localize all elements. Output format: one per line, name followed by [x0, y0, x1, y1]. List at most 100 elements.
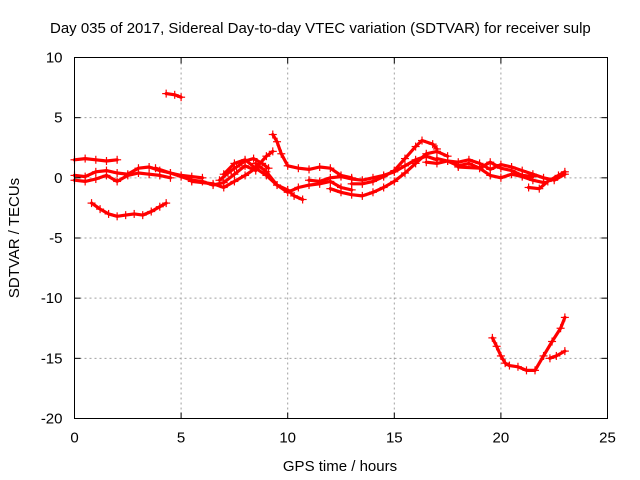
data-point	[535, 184, 544, 193]
data-point	[290, 191, 299, 200]
data-point	[91, 155, 100, 164]
series-track	[350, 138, 439, 186]
data-point	[501, 359, 510, 368]
data-point	[543, 177, 552, 186]
data-point	[428, 140, 437, 149]
data-point	[123, 171, 132, 180]
data-point	[170, 90, 179, 99]
data-point	[422, 158, 431, 167]
data-point	[251, 159, 260, 168]
axis-ticks	[74, 57, 608, 419]
series-track	[490, 315, 567, 372]
data-point	[147, 207, 156, 216]
y-tick-label: -10	[41, 290, 63, 307]
data-point	[187, 177, 196, 186]
x-tick-label: 25	[599, 430, 616, 447]
series-track	[548, 349, 567, 360]
data-point	[464, 155, 473, 164]
data-point	[230, 177, 239, 186]
data-point	[486, 171, 495, 180]
data-point	[379, 172, 388, 181]
series-track	[456, 165, 546, 185]
data-point	[560, 167, 569, 176]
data-point	[548, 337, 557, 346]
data-point	[347, 179, 356, 188]
x-tick-label: 0	[70, 430, 78, 447]
data-point	[524, 183, 533, 192]
data-point	[134, 169, 143, 178]
data-point	[162, 199, 171, 208]
data-point	[443, 156, 452, 165]
data-point	[454, 163, 463, 172]
data-point	[145, 163, 154, 172]
data-point	[305, 176, 314, 185]
y-tick-label: -5	[49, 230, 62, 247]
data-point	[400, 154, 409, 163]
data-point	[294, 164, 303, 173]
data-point	[368, 188, 377, 197]
y-tick-label: 0	[54, 170, 62, 187]
data-point	[556, 324, 565, 333]
data-point	[230, 170, 239, 179]
data-point	[554, 171, 563, 180]
data-point	[505, 361, 514, 370]
data-point	[560, 347, 569, 356]
data-point	[219, 183, 228, 192]
data-point	[496, 173, 505, 182]
data-point	[91, 167, 100, 176]
data-point	[145, 170, 154, 179]
data-point	[522, 366, 531, 375]
y-tick-label: -20	[41, 411, 63, 428]
data-point	[492, 342, 501, 351]
data-point	[358, 191, 367, 200]
x-tick-label: 5	[177, 430, 185, 447]
series-track	[90, 201, 168, 218]
data-point	[113, 169, 122, 178]
data-point	[411, 159, 420, 168]
data-point	[545, 354, 554, 363]
data-point	[400, 161, 409, 170]
data-point	[496, 351, 505, 360]
data-point	[422, 149, 431, 158]
data-point	[138, 211, 147, 220]
data-series	[70, 89, 569, 375]
data-point	[209, 179, 218, 188]
data-point	[273, 137, 282, 146]
data-point	[215, 176, 224, 185]
data-point	[400, 169, 409, 178]
data-point	[151, 164, 160, 173]
data-point	[475, 164, 484, 173]
data-point	[102, 156, 111, 165]
data-point	[486, 158, 495, 167]
data-point	[262, 167, 271, 176]
y-axis-label: SDTVAR / TECUs	[6, 178, 23, 298]
x-tick-label: 10	[279, 430, 296, 447]
data-point	[390, 177, 399, 186]
y-tick-label: 10	[46, 50, 63, 67]
y-tick-label: 5	[54, 110, 62, 127]
data-point	[283, 161, 292, 170]
series-track	[254, 161, 305, 202]
data-point	[155, 202, 164, 211]
data-point	[219, 170, 228, 179]
data-point	[390, 166, 399, 175]
tick-labels: 0 5 10 15 20 25 10 5 0 -5 -10 -15 -20	[41, 50, 616, 447]
x-tick-label: 15	[386, 430, 403, 447]
data-point	[411, 142, 420, 151]
data-point	[294, 183, 303, 192]
data-point	[528, 176, 537, 185]
data-point	[113, 212, 122, 221]
data-point	[102, 171, 111, 180]
data-point	[358, 179, 367, 188]
data-point	[87, 199, 96, 208]
grid	[74, 57, 608, 419]
data-point	[379, 183, 388, 192]
data-point	[326, 173, 335, 182]
x-axis-label: GPS time / hours	[283, 458, 397, 475]
data-point	[162, 89, 171, 98]
chart-title: Day 035 of 2017, Sidereal Day-to-day VTE…	[50, 20, 591, 37]
data-point	[268, 147, 277, 156]
data-point	[298, 195, 307, 204]
series-track	[271, 132, 354, 180]
